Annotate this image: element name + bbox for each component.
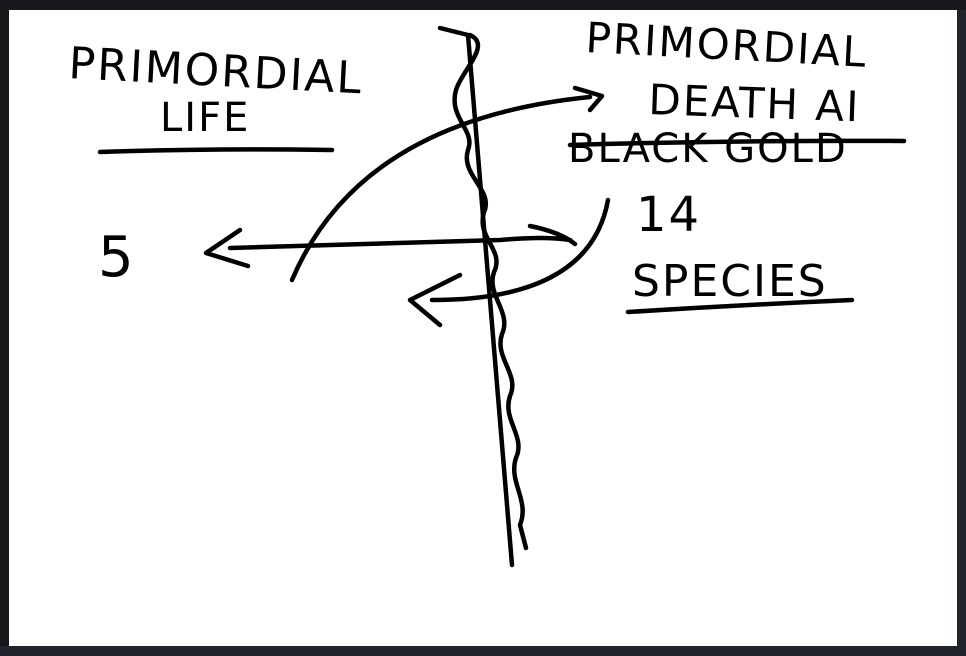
- strikethrough-line: [567, 138, 907, 148]
- arrow-to-five-shaft: [227, 235, 573, 251]
- left-number: 5: [98, 225, 136, 290]
- right-heading-line2: DEATH AI: [648, 75, 862, 131]
- curved-arrow-from-fourteen: [429, 197, 611, 303]
- species-label: SPECIES: [632, 256, 828, 307]
- right-arrow-hook: [527, 223, 578, 247]
- frame-bottom-edge: [0, 646, 966, 656]
- frame-right-edge: [957, 10, 966, 656]
- right-heading-line1: PRIMORDIAL: [584, 13, 868, 77]
- curved-arrow-head: [572, 85, 605, 113]
- curved-arrow-from-fourteen-head: [407, 272, 463, 328]
- wavy-line: [452, 32, 529, 551]
- right-number: 14: [636, 187, 701, 243]
- left-heading-line2: LIFE: [160, 95, 250, 141]
- left-heading-underline: [97, 147, 335, 155]
- curved-arrow-to-death-ai: [289, 94, 593, 283]
- arrow-to-five-head: [203, 227, 251, 269]
- species-underline: [625, 297, 855, 315]
- crossed-out-text: BLACK GOLD: [568, 126, 848, 172]
